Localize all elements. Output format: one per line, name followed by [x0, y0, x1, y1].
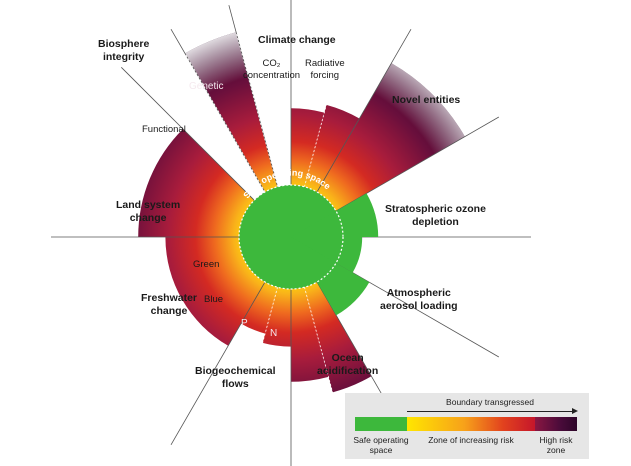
subwedge-divider [184, 53, 292, 238]
wedge-fade-novel-entities [373, 63, 465, 155]
legend-high-swatch [535, 417, 577, 431]
legend-increasing-label: Zone of increasing risk [428, 435, 514, 445]
genetic-label: Genetic [189, 81, 224, 92]
climate-change-label: Climate change [258, 34, 336, 46]
radiative-forcing-label: Radiative forcing [305, 58, 345, 81]
wedge-fade-genetic [185, 32, 249, 94]
legend-safe-swatch [355, 417, 407, 431]
co2-concentration-label: CO₂ concentration [243, 58, 301, 81]
legend-transgressed-label: Boundary transgressed [446, 397, 534, 407]
nitrogen-label: N [270, 328, 278, 339]
novel-entities-label: Novel entities [392, 94, 461, 106]
legend-high-label: High risk zone [539, 435, 573, 455]
atmospheric-aerosol-label: Atmospheric aerosol loading [380, 287, 458, 312]
legend-increasing-swatch [407, 417, 535, 431]
subwedge-divider [235, 32, 292, 238]
biosphere-integrity-label: Biosphere integrity [98, 38, 150, 63]
legend: Boundary transgressed Safe operating spa… [345, 393, 589, 459]
wedge-aerosol [291, 237, 363, 273]
legend-safe-label: Safe operating space [353, 435, 409, 455]
land-system-change-label: Land system change [116, 199, 181, 224]
functional-label: Functional [142, 124, 186, 135]
stratospheric-ozone-label: Stratospheric ozone depletion [385, 203, 486, 228]
blue-water-label: Blue [204, 294, 224, 305]
subwedge-divider [290, 236, 347, 442]
boundary-circle [238, 184, 344, 290]
subwedge-divider [290, 32, 347, 238]
phosphorus-label: P [241, 318, 248, 329]
wedge-ozone [291, 193, 379, 237]
ocean-acidification-label: Ocean acidification [317, 352, 379, 377]
biogeochemical-flows-label: Biogeochemical flows [195, 365, 276, 390]
legend-arrow [407, 408, 578, 414]
subwedge-divider [235, 236, 292, 442]
green-water-label: Green [193, 259, 220, 270]
freshwater-change-label: Freshwater change [141, 292, 198, 317]
wedge-ocean [291, 237, 370, 316]
